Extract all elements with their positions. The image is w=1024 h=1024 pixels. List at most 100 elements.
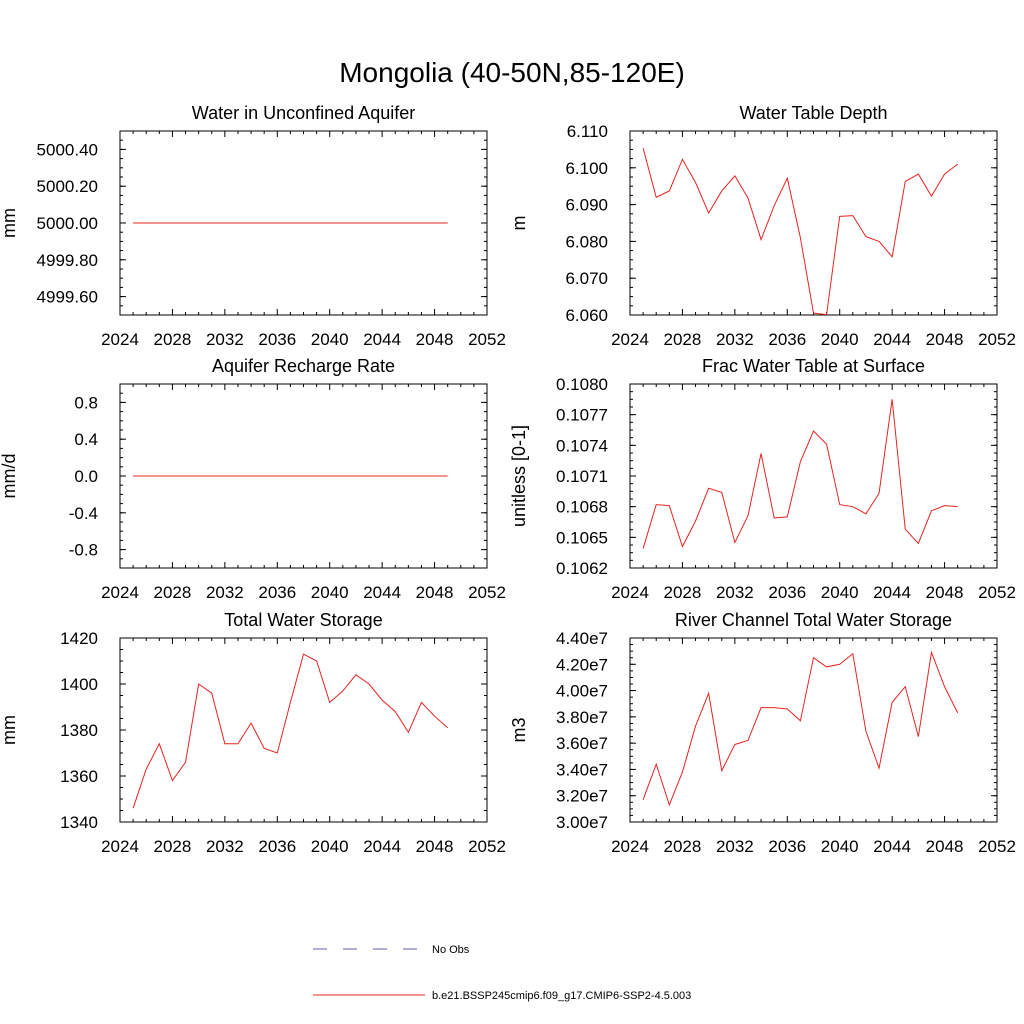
y-axis-label: m3 <box>509 717 529 742</box>
y-tick-label: 6.080 <box>565 232 608 251</box>
x-tick-label: 2036 <box>768 837 806 856</box>
x-tick-label: 2040 <box>311 583 349 602</box>
x-tick-label: 2024 <box>101 837 139 856</box>
x-tick-label: 2036 <box>258 330 296 349</box>
x-tick-label: 2052 <box>468 330 506 349</box>
y-tick-label: 6.110 <box>567 122 608 141</box>
y-tick-label: 1380 <box>60 721 98 740</box>
y-tick-label: 0.1071 <box>556 467 608 486</box>
y-tick-label: 1360 <box>60 767 98 786</box>
y-tick-label: 3.20e7 <box>556 787 608 806</box>
x-tick-label: 2048 <box>416 583 454 602</box>
y-tick-label: 4999.60 <box>37 288 98 307</box>
x-tick-label: 2040 <box>821 583 859 602</box>
x-tick-label: 2044 <box>873 583 911 602</box>
legend: No Obs b.e21.BSSP245cmip6.f09_g17.CMIP6-… <box>313 944 691 1002</box>
legend-model-label: b.e21.BSSP245cmip6.f09_g17.CMIP6-SSP2-4.… <box>432 990 691 1002</box>
series-line <box>132 653 449 809</box>
y-tick-label: 6.060 <box>565 306 608 325</box>
y-tick-label: 6.090 <box>565 196 608 215</box>
series-line <box>642 650 959 807</box>
x-tick-label: 2036 <box>258 583 296 602</box>
y-tick-label: 4.00e7 <box>556 682 608 701</box>
x-tick-label: 2044 <box>363 837 401 856</box>
y-tick-label: 6.070 <box>565 269 608 288</box>
y-tick-label: 1400 <box>60 675 98 694</box>
panels: Water in Unconfined Aquifer mm 2024 2028 203… <box>0 103 1016 856</box>
panel-title: Water Table Depth <box>739 103 887 123</box>
x-tick-label: 2032 <box>716 837 754 856</box>
x-tick-label: 2024 <box>101 583 139 602</box>
x-tick-label: 2044 <box>873 330 911 349</box>
y-tick-label: 0.1062 <box>556 559 608 578</box>
panel-title: Frac Water Table at Surface <box>702 356 925 376</box>
y-axis-label: mm <box>0 208 19 238</box>
legend-no-obs-label: No Obs <box>432 944 470 956</box>
x-tick-label: 2052 <box>978 583 1016 602</box>
x-tick-label: 2048 <box>926 837 964 856</box>
y-tick-label: 5000.20 <box>37 177 98 196</box>
x-tick-label: 2032 <box>206 837 244 856</box>
plot-frame <box>629 130 998 316</box>
x-tick-label: 2040 <box>821 330 859 349</box>
panel-5: Total Water Storage mm 2024 2028 2032 2036 204… <box>0 610 506 856</box>
panel-6: River Channel Total Water Storage m3 2024 2… <box>509 610 1016 856</box>
y-tick-label: 3.60e7 <box>556 734 608 753</box>
plot-frame <box>119 637 488 823</box>
y-tick-label: 0.1068 <box>556 498 608 517</box>
x-tick-label: 2024 <box>101 330 139 349</box>
y-tick-label: -0.4 <box>69 504 98 523</box>
x-tick-label: 2052 <box>468 837 506 856</box>
x-tick-label: 2044 <box>363 330 401 349</box>
y-tick-label: 5000.40 <box>37 140 98 159</box>
panel-title: Aquifer Recharge Rate <box>212 356 395 376</box>
x-tick-label: 2052 <box>978 330 1016 349</box>
x-tick-label: 2052 <box>978 837 1016 856</box>
panel-1: Water in Unconfined Aquifer mm 2024 2028 203… <box>0 103 506 349</box>
x-tick-label: 2052 <box>468 583 506 602</box>
y-tick-label: 0.8 <box>74 393 98 412</box>
y-tick-label: 3.00e7 <box>556 813 608 832</box>
series-line <box>642 148 958 316</box>
x-tick-label: 2032 <box>716 583 754 602</box>
x-tick-label: 2048 <box>926 583 964 602</box>
x-tick-label: 2040 <box>311 837 349 856</box>
x-tick-label: 2028 <box>664 330 702 349</box>
y-axis-label: m <box>509 216 529 231</box>
y-tick-label: 4999.80 <box>37 251 98 270</box>
y-tick-label: 0.1074 <box>556 436 608 455</box>
y-tick-label: 1420 <box>60 629 98 648</box>
x-tick-label: 2032 <box>206 583 244 602</box>
y-tick-label: 3.80e7 <box>556 708 608 727</box>
panel-title: Water in Unconfined Aquifer <box>192 103 415 123</box>
main-title: Mongolia (40-50N,85-120E) <box>339 57 685 88</box>
y-tick-label: 0.1065 <box>556 528 608 547</box>
panel-2: Water Table Depth m 2024 2028 2032 2036 2040 20… <box>509 103 1016 349</box>
x-tick-label: 2044 <box>363 583 401 602</box>
y-tick-label: 1340 <box>60 813 98 832</box>
x-tick-label: 2028 <box>154 330 192 349</box>
y-axis-label: unitless [0-1] <box>509 425 529 527</box>
x-tick-label: 2028 <box>154 837 192 856</box>
x-tick-label: 2024 <box>611 837 649 856</box>
y-tick-label: 3.40e7 <box>556 760 608 779</box>
x-tick-label: 2028 <box>664 583 702 602</box>
x-tick-label: 2036 <box>258 837 296 856</box>
y-tick-label: 0.0 <box>74 467 98 486</box>
y-axis-label: mm/d <box>0 454 19 499</box>
y-tick-label: -0.8 <box>69 541 98 560</box>
y-tick-label: 4.20e7 <box>556 655 608 674</box>
plot-frame <box>629 637 998 823</box>
y-tick-label: 0.1077 <box>556 406 608 425</box>
panel-3: Aquifer Recharge Rate mm/d 2024 2028 2032 203… <box>0 356 506 602</box>
x-tick-label: 2036 <box>768 583 806 602</box>
x-tick-label: 2028 <box>154 583 192 602</box>
x-tick-label: 2040 <box>821 837 859 856</box>
x-tick-label: 2028 <box>664 837 702 856</box>
x-tick-label: 2032 <box>716 330 754 349</box>
panel-4: Frac Water Table at Surface unitless [0-1… <box>509 356 1016 602</box>
y-axis-label: mm <box>0 715 19 745</box>
y-tick-label: 4.40e7 <box>556 629 608 648</box>
panel-title: River Channel Total Water Storage <box>675 610 952 630</box>
